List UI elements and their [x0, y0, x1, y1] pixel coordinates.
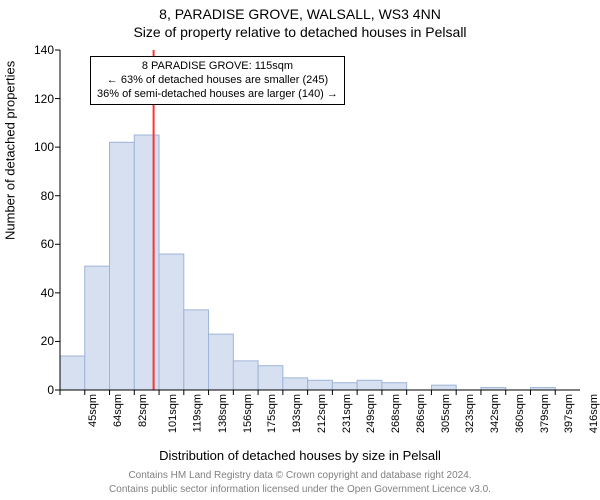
x-tick-label: 119sqm [191, 394, 203, 432]
x-tick-label: 379sqm [539, 394, 551, 433]
y-tick-label: 120 [34, 92, 54, 106]
y-tick-label: 100 [34, 140, 54, 154]
x-tick-label: 193sqm [291, 394, 303, 433]
x-tick-label: 268sqm [390, 394, 402, 433]
histogram-bar [357, 380, 382, 390]
y-axis-label: Number of detached properties [3, 61, 18, 240]
x-tick-label: 175sqm [266, 394, 278, 433]
histogram-bar [134, 135, 159, 390]
x-tick-label: 323sqm [465, 394, 477, 433]
x-tick-label: 231sqm [341, 394, 353, 433]
histogram-bar [233, 361, 258, 390]
histogram-bar [283, 378, 308, 390]
y-tick-label: 80 [41, 189, 54, 203]
y-tick-label: 20 [41, 334, 54, 348]
histogram-bar [332, 383, 357, 390]
x-tick-label: 249sqm [366, 394, 378, 433]
histogram-bar [431, 385, 456, 390]
chart-title-line1: 8, PARADISE GROVE, WALSALL, WS3 4NN [0, 6, 600, 22]
histogram-bar [308, 380, 333, 390]
y-tick-label: 0 [47, 383, 54, 397]
x-tick-label: 286sqm [415, 394, 427, 433]
annotation-line1: 8 PARADISE GROVE: 115sqm [97, 60, 338, 74]
y-tick-label: 60 [41, 237, 54, 251]
x-tick-label: 138sqm [217, 394, 229, 433]
chart-container: 8, PARADISE GROVE, WALSALL, WS3 4NN Size… [0, 0, 600, 500]
x-tick-label: 305sqm [440, 394, 452, 433]
annotation-box: 8 PARADISE GROVE: 115sqm← 63% of detache… [90, 56, 345, 105]
x-tick-label: 156sqm [242, 394, 254, 433]
footer-text-2: Contains public sector information licen… [0, 484, 600, 495]
footer-text-1: Contains HM Land Registry data © Crown c… [0, 470, 600, 481]
annotation-line3: 36% of semi-detached houses are larger (… [97, 88, 338, 102]
y-tick-label: 140 [34, 43, 54, 57]
histogram-bar [159, 254, 184, 390]
histogram-bar [110, 142, 135, 390]
plot-area: 02040608010012014045sqm64sqm82sqm101sqm1… [60, 50, 580, 390]
x-tick-label: 397sqm [564, 394, 576, 433]
histogram-bar [209, 334, 234, 390]
histogram-bar [382, 383, 407, 390]
x-tick-label: 212sqm [316, 394, 328, 433]
annotation-line2: ← 63% of detached houses are smaller (24… [97, 74, 338, 88]
histogram-bar [60, 356, 85, 390]
histogram-bar [85, 266, 110, 390]
x-tick-label: 82sqm [137, 394, 149, 427]
x-tick-label: 342sqm [489, 394, 501, 433]
chart-title-line2: Size of property relative to detached ho… [0, 24, 600, 40]
x-axis-label: Distribution of detached houses by size … [0, 448, 600, 463]
x-tick-label: 360sqm [514, 394, 526, 433]
x-tick-label: 101sqm [167, 394, 179, 433]
x-tick-label: 416sqm [588, 394, 600, 433]
histogram-bar [184, 310, 209, 390]
y-tick-label: 40 [41, 286, 54, 300]
x-tick-label: 45sqm [87, 394, 99, 427]
histogram-bar [258, 366, 283, 390]
x-tick-label: 64sqm [112, 394, 124, 427]
